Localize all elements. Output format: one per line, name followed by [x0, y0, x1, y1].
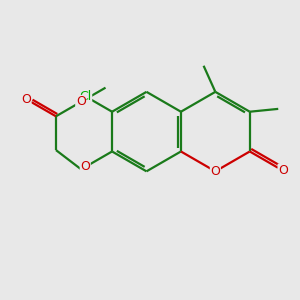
Text: O: O	[80, 160, 90, 173]
Text: O: O	[210, 165, 220, 178]
Text: Cl: Cl	[80, 90, 92, 103]
Text: O: O	[278, 164, 288, 177]
Text: O: O	[76, 95, 86, 109]
Text: O: O	[21, 92, 31, 106]
